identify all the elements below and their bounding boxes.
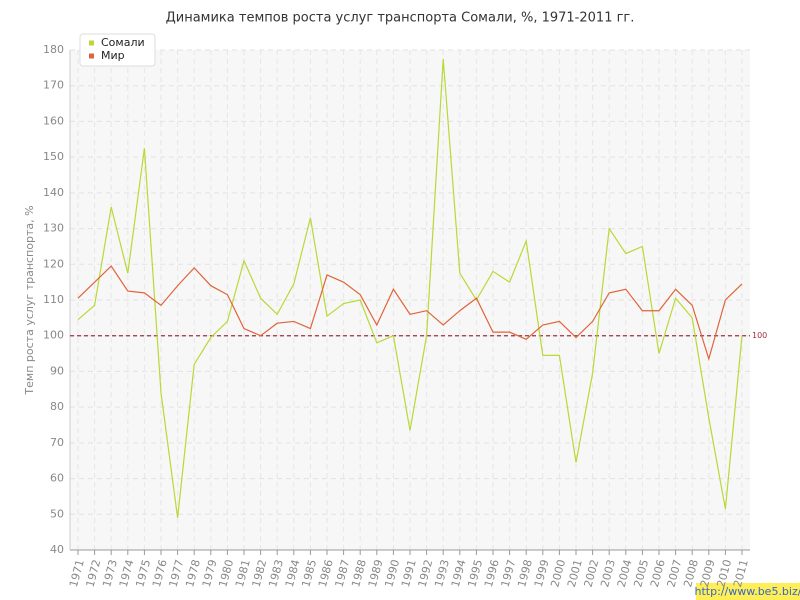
y-tick-label: 130 xyxy=(43,222,64,235)
y-tick-label: 80 xyxy=(50,400,64,413)
reference-label: 100 xyxy=(752,331,767,340)
y-axis-label: Темп роста услуг транспорта, % xyxy=(23,205,36,395)
legend-label: Мир xyxy=(101,49,125,62)
legend-swatch xyxy=(89,40,94,46)
y-tick-label: 60 xyxy=(50,472,64,485)
y-tick-label: 140 xyxy=(43,186,64,199)
watermark-bg xyxy=(696,583,800,600)
y-tick-label: 70 xyxy=(50,436,64,449)
legend-swatch xyxy=(89,53,94,59)
legend-label: Сомали xyxy=(101,36,145,49)
y-tick-label: 100 xyxy=(43,329,64,342)
y-tick-label: 170 xyxy=(43,79,64,92)
legend-box xyxy=(79,33,156,67)
y-tick-label: 90 xyxy=(50,364,64,377)
y-tick-label: 50 xyxy=(50,507,64,520)
y-tick-label: 110 xyxy=(43,293,64,306)
chart-title: Динамика темпов роста услуг транспорта С… xyxy=(166,11,635,26)
series-line xyxy=(77,265,743,362)
y-tick-label: 150 xyxy=(43,150,64,163)
y-tick-label: 180 xyxy=(43,43,64,56)
y-tick-label: 120 xyxy=(43,257,64,270)
series-line xyxy=(77,58,743,518)
y-tick-label: 160 xyxy=(43,114,64,127)
y-tick-label: 40 xyxy=(50,543,64,556)
watermark: http://www.be5.biz/ xyxy=(695,585,800,598)
